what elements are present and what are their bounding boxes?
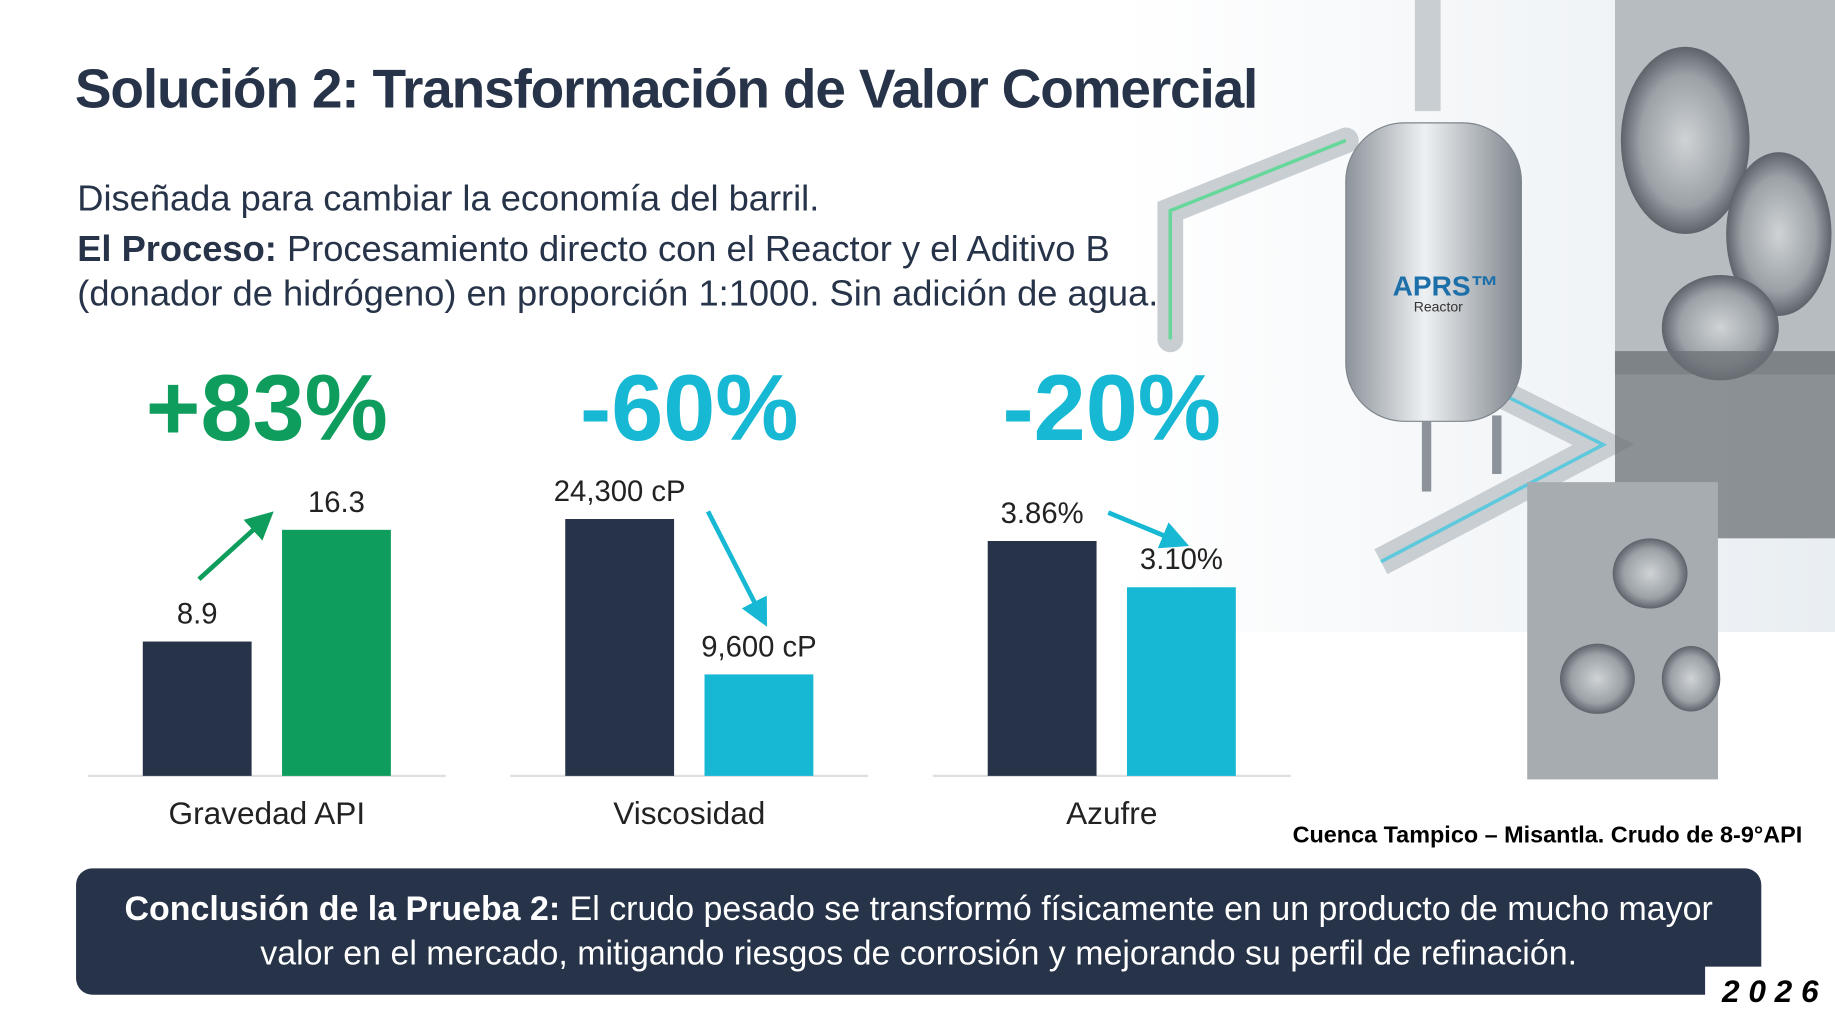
illustration [1123, 0, 1835, 780]
trend-arrow [1107, 510, 1190, 549]
process: El Proceso: Procesamiento directo con el… [77, 227, 1165, 316]
headline: +83% [146, 355, 388, 460]
bar [565, 519, 675, 776]
year: 2 0 2 6 [1705, 966, 1835, 1015]
trend-arrow [705, 510, 768, 627]
value-label: 8.9 [177, 599, 218, 631]
bar [1126, 587, 1236, 776]
value-label: 24,300 cP [554, 476, 686, 508]
bar [282, 529, 391, 776]
process-label: El Proceso: [77, 228, 277, 270]
bar [987, 540, 1097, 776]
x-axis-label: Gravedad API [169, 795, 366, 831]
image-brand: APRS™ [1393, 270, 1499, 301]
process-text: Procesamiento directo con el Reactor y e… [77, 228, 1159, 314]
headline: -20% [1003, 355, 1222, 460]
conclusion-body: Conclusión de la Prueba 2: El crudo pesa… [111, 887, 1726, 976]
conclusion-label: Conclusión de la Prueba 2: [124, 890, 561, 929]
headline: -60% [580, 355, 799, 460]
image-sub: Reactor [1414, 298, 1463, 314]
value-label: 9,600 cP [701, 631, 816, 663]
bar [704, 674, 814, 776]
value-label: 3.10% [1140, 544, 1223, 576]
intro: Diseñada para cambiar la economía del ba… [77, 177, 820, 219]
trend-arrow [197, 511, 274, 582]
x-axis-label: Viscosidad [613, 795, 765, 831]
value-label: 3.86% [1001, 498, 1084, 530]
conclusion: Conclusión de la Prueba 2: El crudo pesa… [76, 868, 1762, 995]
value-label: 16.3 [308, 487, 365, 519]
source-note: Cuenca Tampico – Misantla. Crudo de 8-9°… [1292, 822, 1803, 849]
x-axis-label: Azufre [1066, 795, 1157, 831]
bar [142, 641, 252, 776]
title: Solución 2: Transformación de Valor Come… [74, 57, 1258, 120]
conclusion-text: El crudo pesado se transformó físicament… [260, 890, 1713, 973]
